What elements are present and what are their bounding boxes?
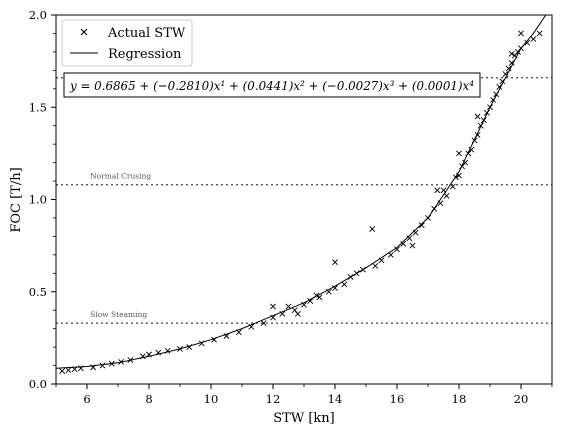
y-tick-label: 1.5 <box>29 100 47 114</box>
x-tick-label: 10 <box>204 392 219 406</box>
data-point <box>341 281 348 288</box>
data-point <box>468 146 475 153</box>
plot-area: Slow Steaming Normal Crusing <box>55 14 552 375</box>
legend-box <box>61 19 193 67</box>
legend-marker-x <box>80 28 88 36</box>
data-point <box>307 298 314 304</box>
x-tick-label: 16 <box>390 392 405 406</box>
data-point <box>65 367 72 374</box>
regression-line <box>55 14 547 369</box>
y-tick-label: 1.0 <box>29 193 47 207</box>
y-axis-label: FOC [T/h] <box>9 167 24 232</box>
reference-line-label: Slow Steaming <box>90 310 147 319</box>
data-point <box>260 320 267 327</box>
x-tick-label: 8 <box>145 392 152 406</box>
equation-box: y = 0.6865 + (−0.2810)x¹ + (0.0441)x² + … <box>63 72 481 98</box>
data-point <box>400 240 407 247</box>
data-point <box>394 246 400 253</box>
x-axis-label: STW [kn] <box>273 411 334 426</box>
data-point <box>372 263 379 269</box>
data-point <box>502 71 509 77</box>
data-point <box>462 159 469 166</box>
x-tick-label: 14 <box>328 392 343 406</box>
data-point <box>524 39 531 46</box>
x-axis: 6 8 10 12 14 16 18 20 <box>55 384 553 406</box>
data-point <box>270 314 276 321</box>
data-point <box>508 60 515 66</box>
data-point <box>418 222 425 229</box>
data-point <box>449 183 456 190</box>
plot-frame <box>55 14 553 385</box>
y-tick-label: 0.5 <box>29 285 47 299</box>
data-point <box>294 310 301 317</box>
equation-frame <box>63 72 481 98</box>
data-point <box>332 285 338 291</box>
data-point <box>536 30 543 37</box>
x-tick-label: 12 <box>266 392 281 406</box>
x-tick-label: 20 <box>514 392 529 406</box>
data-point <box>301 301 307 308</box>
data-point <box>505 65 512 72</box>
y-tick-label: 2.0 <box>29 8 47 22</box>
equation-text: y = 0.6865 + (−0.2810)x¹ + (0.0441)x² + … <box>69 78 474 93</box>
legend-label-regression: Regression <box>108 47 182 62</box>
data-point <box>530 36 537 42</box>
data-point <box>518 30 524 37</box>
data-point <box>443 192 450 199</box>
data-point <box>508 50 515 57</box>
data-point <box>409 242 416 249</box>
data-point <box>434 187 441 194</box>
data-point <box>270 303 276 310</box>
data-point <box>59 368 66 375</box>
x-tick-label: 6 <box>83 392 90 406</box>
data-point <box>474 113 481 120</box>
data-point <box>406 235 413 242</box>
legend-label-actual: Actual STW <box>107 26 186 41</box>
y-tick-label: 0.0 <box>29 377 47 391</box>
x-tick-label: 18 <box>452 392 467 406</box>
data-point <box>99 362 106 369</box>
data-point <box>369 226 376 232</box>
data-point <box>332 259 338 266</box>
reference-line-label: Normal Crusing <box>90 172 151 181</box>
y-axis: 0.0 0.5 1.0 1.5 2.0 <box>29 8 56 391</box>
legend: Actual STW Regression <box>61 19 193 67</box>
data-point <box>456 150 462 157</box>
